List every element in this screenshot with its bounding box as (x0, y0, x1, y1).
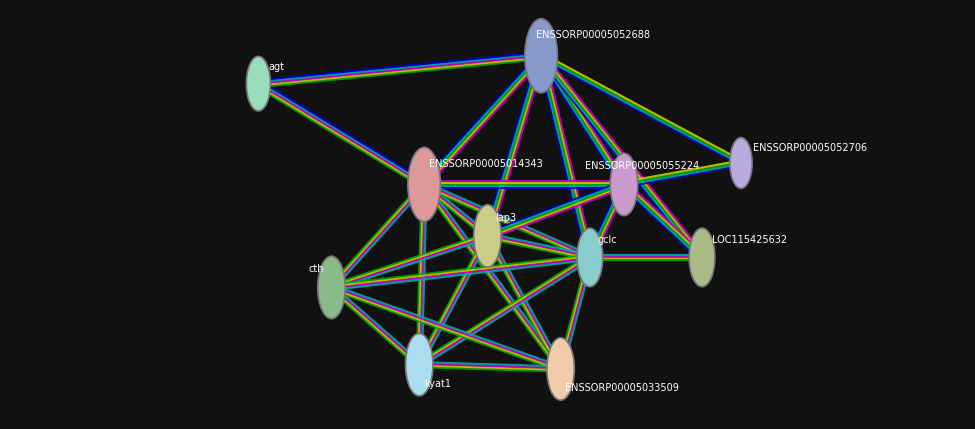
Ellipse shape (474, 205, 501, 267)
Ellipse shape (610, 153, 638, 216)
Ellipse shape (406, 333, 433, 396)
Ellipse shape (547, 338, 574, 400)
Text: ENSSORP00005052688: ENSSORP00005052688 (536, 30, 650, 40)
Text: kyat1: kyat1 (424, 379, 451, 389)
Ellipse shape (689, 228, 715, 287)
Ellipse shape (318, 256, 345, 319)
Ellipse shape (730, 138, 752, 188)
Text: lap3: lap3 (495, 213, 517, 223)
Text: gclc: gclc (598, 235, 617, 245)
Text: cth: cth (308, 264, 324, 275)
Ellipse shape (408, 148, 441, 221)
Text: ENSSORP00005014343: ENSSORP00005014343 (429, 159, 543, 169)
Text: agt: agt (268, 62, 284, 73)
Ellipse shape (525, 19, 558, 93)
Text: LOC115425632: LOC115425632 (712, 235, 787, 245)
Ellipse shape (247, 56, 270, 111)
Text: ENSSORP00005033509: ENSSORP00005033509 (566, 383, 680, 393)
Text: ENSSORP00005055224: ENSSORP00005055224 (585, 161, 699, 172)
Ellipse shape (577, 228, 603, 287)
Text: ENSSORP00005052706: ENSSORP00005052706 (753, 143, 867, 154)
